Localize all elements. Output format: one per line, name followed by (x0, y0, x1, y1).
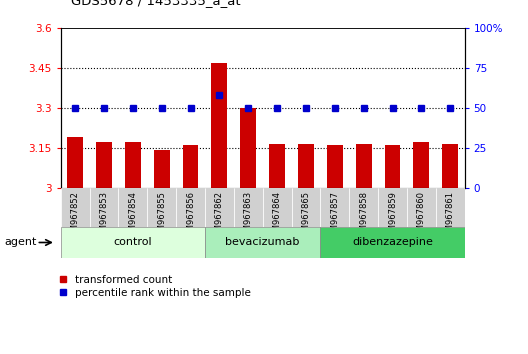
Bar (356, 144, 372, 188)
Text: GSM967864: GSM967864 (272, 191, 281, 242)
Text: GSM967861: GSM967861 (446, 191, 455, 242)
Bar (96, 143, 112, 188)
Bar (262, 188, 291, 227)
Bar (407, 188, 436, 227)
Bar (154, 150, 169, 188)
Legend: transformed count, percentile rank within the sample: transformed count, percentile rank withi… (55, 271, 255, 302)
Text: GDS5678 / 1453335_a_at: GDS5678 / 1453335_a_at (71, 0, 241, 7)
Bar (298, 144, 314, 188)
Bar (413, 143, 429, 188)
Bar (118, 188, 147, 227)
Text: GSM967857: GSM967857 (331, 191, 340, 242)
Text: GSM967854: GSM967854 (128, 191, 137, 242)
Bar (327, 145, 343, 188)
Bar (269, 144, 285, 188)
Bar (205, 188, 234, 227)
Text: GSM967856: GSM967856 (186, 191, 195, 242)
Text: GSM967852: GSM967852 (71, 191, 80, 242)
Bar (90, 188, 118, 227)
Bar (384, 145, 400, 188)
Bar (436, 188, 465, 227)
Bar (378, 188, 407, 227)
Bar (61, 227, 205, 258)
Bar (320, 188, 349, 227)
Text: GSM967858: GSM967858 (359, 191, 368, 242)
Bar (183, 145, 199, 188)
Text: GSM967853: GSM967853 (99, 191, 108, 242)
Text: agent: agent (5, 238, 37, 247)
Bar (234, 188, 263, 227)
Text: bevacizumab: bevacizumab (225, 238, 300, 247)
Bar (176, 188, 205, 227)
Bar (320, 227, 465, 258)
Bar (125, 143, 141, 188)
Text: GSM967865: GSM967865 (301, 191, 310, 242)
Bar (205, 227, 320, 258)
Text: dibenzazepine: dibenzazepine (352, 238, 433, 247)
Bar (442, 144, 458, 188)
Text: control: control (114, 238, 152, 247)
Bar (61, 188, 90, 227)
Text: GSM967862: GSM967862 (215, 191, 224, 242)
Text: GSM967855: GSM967855 (157, 191, 166, 242)
Bar (291, 188, 320, 227)
Bar (349, 188, 378, 227)
Text: GSM967860: GSM967860 (417, 191, 426, 242)
Bar (67, 137, 83, 188)
Text: GSM967863: GSM967863 (244, 191, 253, 242)
Bar (147, 188, 176, 227)
Bar (240, 108, 256, 188)
Bar (212, 63, 228, 188)
Text: GSM967859: GSM967859 (388, 191, 397, 242)
